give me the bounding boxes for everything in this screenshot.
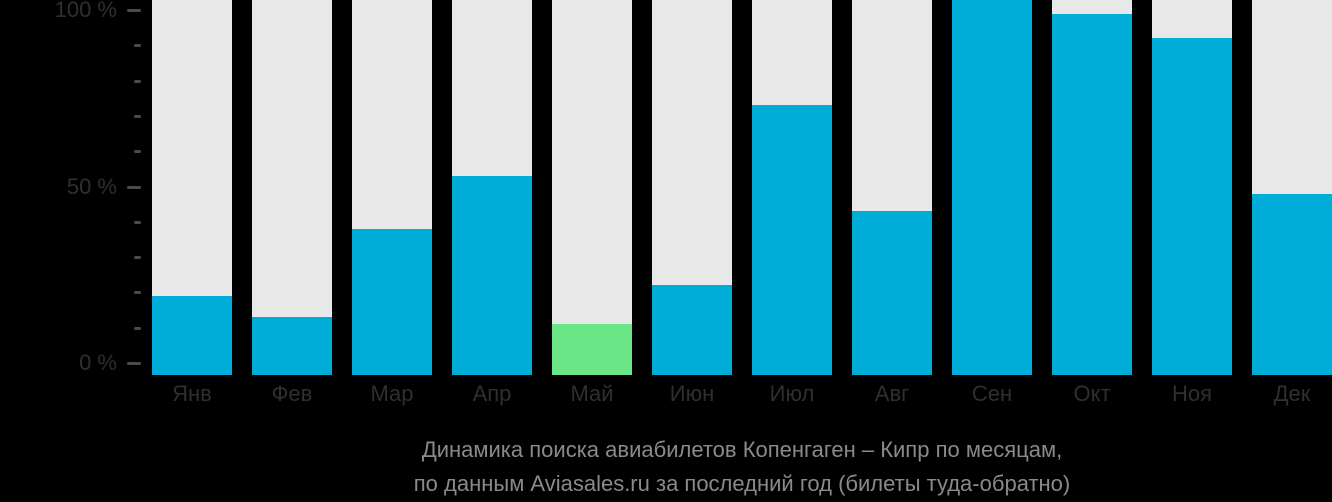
bar-track-июн xyxy=(652,0,732,375)
x-axis-label-авг: Авг xyxy=(874,381,910,406)
y-axis-minor-tick xyxy=(134,114,141,118)
y-axis-tick-label: 50 % xyxy=(66,173,117,199)
bar-track-июл xyxy=(752,0,832,375)
bar-fill-ноя xyxy=(1152,38,1232,375)
y-axis-minor-tick xyxy=(134,150,141,154)
x-axis-label-май: Май xyxy=(570,381,614,406)
bar-fill-мар xyxy=(352,229,432,375)
bar-track-сен xyxy=(952,0,1032,375)
y-axis-major-tick xyxy=(127,185,141,189)
y-axis-tick-label: 100 % xyxy=(54,0,117,22)
y-axis-minor-tick xyxy=(134,44,141,48)
bar-fill-дек xyxy=(1252,194,1332,375)
bar-track-авг xyxy=(852,0,932,375)
bar-track-май xyxy=(552,0,632,375)
bar-fill-май xyxy=(552,324,632,375)
bar-track-дек xyxy=(1252,0,1332,375)
x-axis-label-июл: Июл xyxy=(769,381,815,406)
x-axis-label-апр: Апр xyxy=(472,381,512,406)
caption-line-2: по данным Aviasales.ru за последний год … xyxy=(413,471,1071,496)
x-axis-label-мар: Мар xyxy=(370,381,414,406)
x-axis-label-июн: Июн xyxy=(669,381,715,406)
bar-fill-окт xyxy=(1052,14,1132,375)
bar-fill-апр xyxy=(452,176,532,375)
bar-track-фев xyxy=(252,0,332,375)
x-axis: Янв Фев Мар Апр Май Июн Июл Авг Сен Окт Ноя Дек xyxy=(152,381,1332,411)
y-axis-minor-tick xyxy=(134,220,141,224)
x-axis-label-янв: Янв xyxy=(172,381,212,406)
caption-line-1: Динамика поиска авиабилетов Копенгаген –… xyxy=(421,437,1063,462)
x-axis-label-ноя: Ноя xyxy=(1171,381,1213,406)
bar-track-ноя xyxy=(1152,0,1232,375)
x-axis-label-окт: Окт xyxy=(1073,381,1111,406)
y-axis-minor-tick xyxy=(134,256,141,260)
bar-fill-янв xyxy=(152,296,232,375)
y-axis-minor-tick xyxy=(134,79,141,83)
bar-fill-сен xyxy=(952,0,1032,375)
y-axis-tick-label: 0 % xyxy=(79,350,117,375)
bar-fill-июл xyxy=(752,105,832,375)
y-axis-major-tick xyxy=(127,9,141,12)
bar-fill-июн xyxy=(652,285,732,375)
chart-caption: Динамика поиска авиабилетов Копенгаген –… xyxy=(152,433,1332,501)
y-axis-minor-tick xyxy=(134,291,141,295)
y-axis-major-tick xyxy=(127,362,141,365)
x-axis-label-сен: Сен xyxy=(971,381,1013,406)
bar-track-янв xyxy=(152,0,232,375)
bar-plot xyxy=(152,0,1332,375)
y-axis-minor-tick xyxy=(134,326,141,330)
bar-fill-авг xyxy=(852,211,932,375)
x-axis-label-дек: Дек xyxy=(1273,381,1311,406)
x-axis-label-фев: Фев xyxy=(271,381,313,406)
bar-track-окт xyxy=(1052,0,1132,375)
bar-track-апр xyxy=(452,0,532,375)
bar-track-мар xyxy=(352,0,432,375)
bar-fill-фев xyxy=(252,317,332,375)
